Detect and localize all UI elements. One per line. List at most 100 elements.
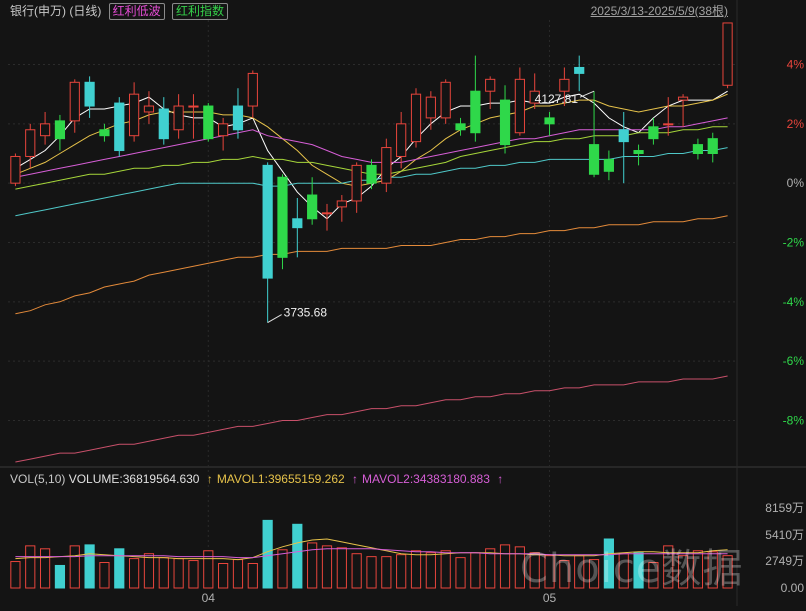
volume-bar (440, 550, 451, 589)
chart-title: 银行(申万) (日线) (10, 4, 102, 18)
price-tick-label: -4% (783, 295, 805, 309)
annotation-arrow (579, 90, 595, 98)
mavol2-arrow-icon: ↑ (352, 472, 359, 486)
volume-bar (247, 563, 258, 589)
candle-body (514, 78, 525, 134)
volume-bar (114, 548, 125, 589)
candle-body (648, 126, 659, 140)
candle-body (321, 212, 333, 215)
candle-body (677, 96, 689, 101)
volume-bar (351, 553, 362, 589)
mavol1-arrow-icon: ↑ (206, 472, 213, 486)
date-range[interactable]: 2025/3/13-2025/5/9(38根) (590, 4, 728, 18)
candle-body (470, 90, 481, 134)
volume-bar (158, 557, 169, 589)
volume-bar (663, 545, 674, 589)
volume-bar (232, 559, 244, 589)
annotation-arrow (267, 314, 282, 324)
volume-bar (603, 538, 614, 589)
volume-bar (470, 552, 481, 589)
volume-bar (722, 555, 733, 589)
volume-bar (277, 549, 288, 589)
volume-label: VOL(5,10) (10, 472, 66, 486)
tag-dividend-low-vol[interactable]: 红利低波 (108, 3, 165, 20)
candle-body (366, 164, 377, 184)
candle-body (188, 105, 199, 108)
candle-body (559, 78, 570, 92)
volume-bar (633, 552, 644, 589)
mavol1-value: MAVOL1:39655159.262 (216, 472, 345, 486)
x-tick-label: 04 (202, 591, 216, 605)
candle-body (410, 93, 422, 143)
volume-bar (188, 560, 199, 589)
volume-bar (292, 523, 303, 589)
candle-body (440, 81, 451, 119)
candle-body (455, 123, 466, 131)
price-tick-label: 0% (787, 176, 805, 190)
volume-bar (544, 555, 555, 589)
volume-bar (69, 545, 80, 589)
volume-bar (529, 552, 540, 589)
candle-body (99, 129, 110, 137)
candle-body (173, 105, 184, 131)
volume-bar (321, 545, 333, 589)
volume-bar (485, 548, 496, 589)
volume-ma-line (15, 538, 728, 561)
volume-value: VOLUME:36819564.630 (68, 472, 200, 486)
candle-body (381, 147, 392, 184)
candle-body (336, 200, 347, 208)
volume-bar (648, 562, 659, 589)
candle-body (247, 72, 258, 107)
candle-body (529, 90, 540, 104)
volume-bar (54, 564, 66, 589)
volume-bar (143, 553, 155, 589)
candle-body (499, 99, 511, 146)
volume-bar (173, 558, 184, 589)
candle-body (544, 117, 555, 125)
volume-bar (588, 559, 600, 589)
volume-bar (707, 551, 718, 589)
candle-body (574, 66, 585, 74)
price-tick-label: -2% (783, 236, 805, 250)
volume-bar (203, 550, 214, 589)
candle-body (396, 123, 407, 157)
candle-body (633, 150, 644, 155)
mavol2-value: MAVOL2:34383180.883 (362, 472, 490, 486)
volume-header: VOL(5,10) VOLUME:36819564.630 ↑ MAVOL1:39… (10, 472, 507, 486)
candle-body (692, 144, 704, 155)
choice-watermark: Choice数据 (520, 546, 744, 592)
volume-tick-label: 2749万 (765, 554, 804, 568)
volume-bar (218, 563, 229, 589)
volume-bar (499, 544, 511, 589)
moving-average-line (15, 375, 728, 463)
candle-body (10, 155, 21, 184)
mavol2-trend-arrow-icon: ↑ (497, 472, 504, 486)
volume-bar (425, 552, 436, 589)
volume-bar (381, 556, 392, 589)
volume-bar (514, 546, 525, 589)
candle-body (277, 176, 288, 258)
candle-body (54, 120, 66, 140)
candle-body (203, 105, 214, 140)
volume-tick-label: 8159万 (765, 501, 804, 515)
volume-bar (129, 558, 140, 589)
moving-average-line (15, 215, 728, 315)
price-tick-label: 4% (787, 58, 805, 72)
tag-dividend-index[interactable]: 红利指数 (172, 3, 229, 20)
volume-bar (10, 561, 21, 589)
candle-body (351, 164, 362, 202)
volume-bar (559, 560, 570, 589)
candle-body (218, 123, 229, 137)
candle-body (722, 22, 733, 86)
volume-bar (99, 562, 110, 589)
volume-bar (396, 554, 407, 589)
volume-bar (307, 542, 318, 589)
volume-tick-label: 5410万 (765, 528, 804, 542)
price-tick-label: 2% (787, 117, 805, 131)
candle-body (232, 105, 244, 131)
candle-body (663, 123, 674, 126)
volume-bar (262, 519, 273, 589)
annotation-low-label: 3735.68 (284, 306, 328, 320)
